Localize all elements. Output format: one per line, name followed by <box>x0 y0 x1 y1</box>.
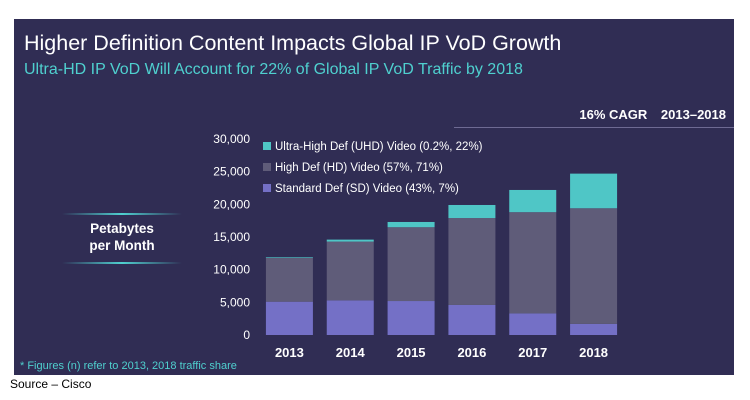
y-tick-label: 30,000 <box>213 132 250 146</box>
bar-segment-hd-2014 <box>326 241 374 301</box>
legend-swatch <box>263 163 271 171</box>
x-tick-label: 2014 <box>336 345 366 360</box>
chart-title: Higher Definition Content Impacts Global… <box>24 31 562 55</box>
cagr-label: 16% CAGR <box>579 107 648 122</box>
bar-segment-sd-2017 <box>509 313 557 335</box>
chart-panel: Higher Definition Content Impacts Global… <box>14 19 734 375</box>
cagr-period: 2013–2018 <box>660 107 726 122</box>
y-tick-label: 5,000 <box>220 295 250 309</box>
x-tick-label: 2018 <box>579 345 608 360</box>
bar-segment-uhd-2016 <box>448 204 496 219</box>
bar-stacks <box>265 173 618 335</box>
y-axis-label-bottom-rule <box>62 262 182 264</box>
bar-segment-hd-2018 <box>570 208 618 324</box>
legend-swatch <box>263 142 271 150</box>
legend-label: Standard Def (SD) Video (43%, 7%) <box>275 183 459 195</box>
y-axis-ticks: 0 5,000 10,000 15,000 20,000 25,000 30,000 <box>213 132 250 342</box>
bar-chart: 0 5,000 10,000 15,000 20,000 25,000 30,000 201… <box>213 132 618 360</box>
legend-label: Ultra-High Def (UHD) Video (0.2%, 22%) <box>275 141 483 153</box>
bar-segment-hd-2013 <box>265 257 313 302</box>
source-note: Source – Cisco <box>10 377 92 391</box>
y-tick-label: 15,000 <box>213 230 250 244</box>
y-axis-label: Petabytes per Month <box>62 220 182 254</box>
y-tick-label: 25,000 <box>213 165 250 179</box>
y-tick-label: 10,000 <box>213 263 250 277</box>
x-tick-label: 2013 <box>275 345 304 360</box>
x-tick-label: 2015 <box>397 345 426 360</box>
chart-subtitle: Ultra-HD IP VoD Will Account for 22% of … <box>24 61 523 78</box>
x-tick-label: 2017 <box>518 345 547 360</box>
bar-segment-sd-2013 <box>265 301 313 335</box>
legend-label: High Def (HD) Video (57%, 71%) <box>275 162 443 174</box>
y-tick-label: 20,000 <box>213 197 250 211</box>
cagr-annotation: 16% CAGR 2013–2018 <box>579 107 726 122</box>
bar-segment-sd-2016 <box>448 304 496 335</box>
bar-segment-uhd-2014 <box>326 239 374 242</box>
legend-swatch <box>263 184 271 192</box>
x-axis-ticks: 2013 2014 2015 2016 2017 2018 <box>275 345 608 360</box>
x-tick-label: 2016 <box>457 345 486 360</box>
bar-segment-uhd-2015 <box>387 221 435 228</box>
bar-segment-hd-2015 <box>387 227 435 302</box>
footnote: * Figures (n) refer to 2013, 2018 traffi… <box>20 360 237 372</box>
bar-segment-uhd-2013 <box>265 257 313 258</box>
y-tick-label: 0 <box>243 328 250 342</box>
bar-segment-sd-2015 <box>387 301 435 335</box>
bar-segment-uhd-2017 <box>509 189 557 213</box>
bar-segment-uhd-2018 <box>570 173 618 209</box>
cagr-divider <box>454 127 734 128</box>
y-axis-label-line-2: per Month <box>89 238 155 253</box>
y-axis-label-top-rule <box>62 213 182 215</box>
chart-legend: Ultra-High Def (UHD) Video (0.2%, 22%) Hi… <box>263 141 483 195</box>
bar-segment-hd-2017 <box>509 212 557 314</box>
y-axis-label-line-1: Petabytes <box>90 221 154 236</box>
bar-segment-sd-2018 <box>570 323 618 335</box>
bar-segment-sd-2014 <box>326 300 374 335</box>
bar-segment-hd-2016 <box>448 218 496 305</box>
